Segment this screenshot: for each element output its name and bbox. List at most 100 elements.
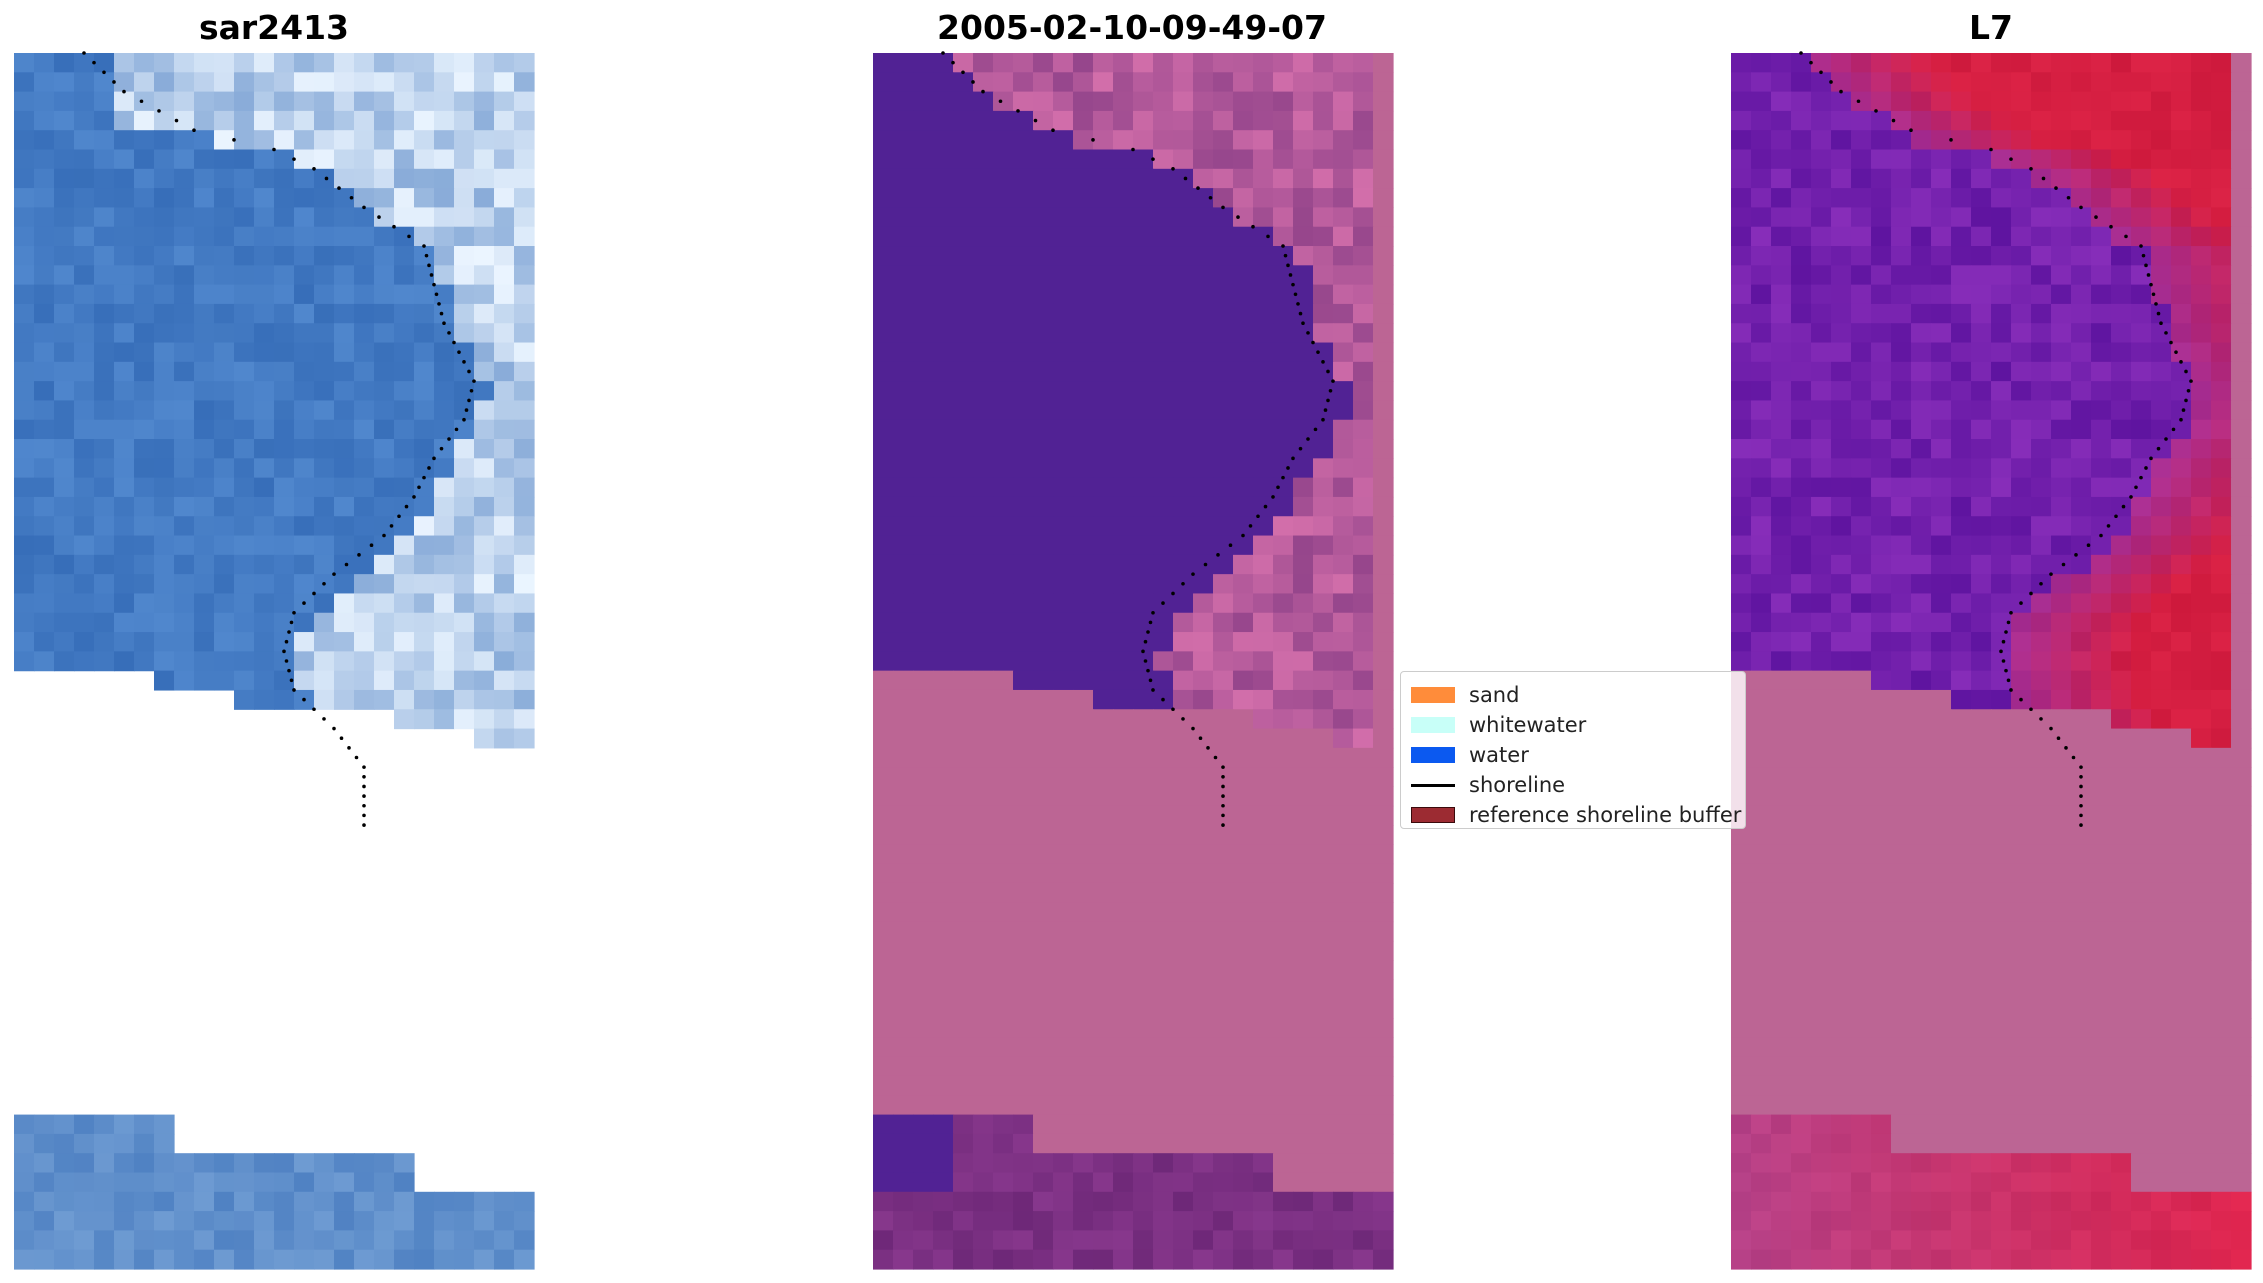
pixel-cell [2051,303,2072,324]
pixel-cell [2171,651,2192,672]
pixel-cell [2091,1018,2112,1038]
pixel-cell [2091,477,2112,498]
pixel-cell [1871,940,1892,961]
pixel-cell [2091,496,2112,517]
pixel-cell [1771,979,1792,1000]
pixel-cell [1891,960,1912,981]
pixel-cell [1871,496,1892,517]
pixel-cell [2211,1075,2232,1096]
pixel-cell [1831,728,1852,749]
pixel-cell [1731,149,1752,170]
pixel-cell [2031,381,2052,402]
pixel-cell [2171,130,2192,151]
pixel-cell [2151,960,2172,981]
pixel-cell [1851,188,1872,209]
pixel-cell [1991,1230,2012,1251]
pixel-cell [1771,1133,1792,1154]
pixel-cell [134,226,155,247]
pixel-cell [1931,1018,1952,1038]
pixel-cell [2171,516,2192,537]
shoreline-dot [2184,369,2188,374]
pixel-cell [1971,419,1992,440]
pixel-cell [74,168,95,189]
pixel-cell [2071,53,2092,73]
pixel-cell [1771,960,1792,981]
pixel-cell [514,53,535,73]
pixel-cell [1791,689,1812,710]
pixel-cell [1931,998,1952,1019]
pixel-cell [1791,188,1812,209]
pixel-cell [1831,1095,1852,1116]
pixel-cell [2111,188,2132,209]
pixel-cell [474,246,495,266]
pixel-cell [1971,246,1992,266]
pixel-cell [1831,226,1852,247]
pixel-cell [1751,612,1772,633]
pixel-cell [1951,767,1972,788]
pixel-cell [2031,419,2052,440]
pixel-cell [1871,670,1892,691]
pixel-cell [514,246,535,266]
pixel-cell [1851,381,1872,402]
pixel-cell [74,246,95,266]
pixel-cell [1991,419,2012,440]
pixel-cell [454,149,475,170]
pixel-cell [374,265,395,286]
pixel-cell [1851,651,1872,672]
pixel-cell [1871,400,1892,421]
pixel-cell [1751,1230,1772,1251]
pixel-cell [2191,303,2212,324]
pixel-cell [1991,323,2012,344]
pixel-cell [1831,844,1852,865]
pixel-cell [1851,342,1872,363]
pixel-cell [154,149,175,170]
pixel-cell [1811,1133,1832,1154]
pixel-cell [174,130,195,151]
shoreline-dot [2054,186,2058,190]
pixel-cell [1971,1133,1992,1154]
pixel-cell [1951,130,1972,151]
pixel-cell [1851,728,1872,749]
pixel-cell [1771,786,1792,807]
pixel-cell [2171,1172,2192,1193]
pixel-cell [1911,458,1932,479]
pixel-cell [54,284,75,305]
pixel-cell [1791,1056,1812,1077]
pixel-cell [1871,361,1892,382]
pixel-cell [2171,998,2192,1019]
pixel-cell [1891,1114,1912,1135]
pixel-cell [494,110,515,131]
pixel-cell [2091,72,2112,93]
pixel-cell [2051,381,2072,402]
pixel-cell [2171,574,2192,595]
pixel-cell [1911,825,1932,845]
pixel-cell [2091,670,2112,691]
pixel-cell [2091,747,2112,768]
pixel-cell [2011,728,2032,749]
pixel-cell [2191,554,2212,575]
pixel-cell [1851,902,1872,923]
pixel-cell [2171,1211,2192,1231]
pixel-cell [1751,342,1772,363]
pixel-cell [2131,91,2152,112]
pixel-cell [1771,265,1792,286]
pixel-cell [2171,902,2192,923]
pixel-cell [2111,149,2132,170]
pixel-cell [2031,921,2052,942]
pixel-cell [1791,1018,1812,1038]
pixel-cell [114,149,135,170]
pixel-cell [2031,168,2052,189]
pixel-cell [2151,689,2172,710]
pixel-cell [2211,1211,2232,1231]
pixel-cell [1911,323,1932,344]
pixel-cell [2071,110,2092,131]
pixel-cell [1811,400,1832,421]
pixel-cell [14,168,35,189]
pixel-cell [2211,574,2232,595]
pixel-cell [1871,709,1892,730]
pixel-cell [2231,419,2252,440]
pixel-cell [2051,1249,2072,1270]
pixel-cell [1791,381,1812,402]
pixel-cell [1731,844,1752,865]
pixel-cell [1971,477,1992,498]
